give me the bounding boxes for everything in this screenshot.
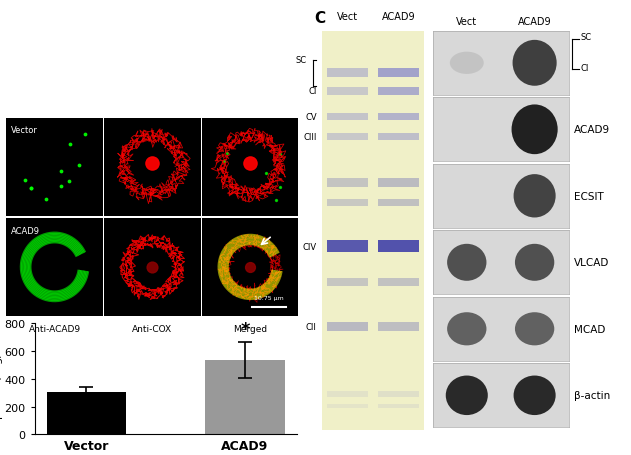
- Ellipse shape: [514, 376, 556, 415]
- Text: C: C: [314, 11, 326, 26]
- Text: CI: CI: [581, 64, 589, 72]
- Point: [80, 131, 90, 139]
- Point: [245, 160, 255, 167]
- Text: Anti-ACAD9: Anti-ACAD9: [28, 324, 81, 333]
- Text: B: B: [35, 301, 46, 316]
- Point: [27, 185, 37, 192]
- Bar: [47, 392, 126, 435]
- Point: [245, 264, 255, 271]
- Bar: [378, 179, 419, 187]
- Bar: [327, 278, 368, 287]
- Point: [64, 178, 74, 185]
- Point: [222, 150, 232, 157]
- Bar: [378, 199, 419, 207]
- Text: CII: CII: [306, 322, 317, 331]
- Point: [65, 141, 75, 148]
- Text: VLCAD: VLCAD: [574, 258, 610, 268]
- Point: [218, 157, 228, 165]
- Bar: [327, 322, 368, 331]
- Text: Anti-COX: Anti-COX: [133, 324, 172, 333]
- Ellipse shape: [512, 105, 558, 155]
- Y-axis label: pmoles/mg/hr: pmoles/mg/hr: [0, 340, 2, 418]
- Point: [148, 264, 158, 271]
- Point: [275, 151, 285, 158]
- Text: ACAD9: ACAD9: [574, 125, 610, 135]
- Point: [41, 197, 51, 204]
- Text: Vector: Vector: [11, 126, 38, 135]
- Text: CIII: CIII: [304, 133, 317, 142]
- Bar: [378, 134, 419, 141]
- Bar: [327, 404, 368, 409]
- Ellipse shape: [450, 52, 484, 75]
- Text: ACAD9: ACAD9: [382, 12, 415, 22]
- Bar: [378, 241, 419, 253]
- Bar: [378, 114, 419, 121]
- Point: [27, 185, 37, 192]
- Text: CV: CV: [305, 113, 317, 122]
- Text: SC: SC: [581, 33, 592, 42]
- Text: Vect: Vect: [337, 12, 358, 22]
- Point: [148, 160, 158, 167]
- Bar: [327, 391, 368, 397]
- Point: [271, 197, 281, 204]
- Ellipse shape: [515, 313, 554, 346]
- Text: ECSIT: ECSIT: [574, 192, 604, 202]
- Point: [56, 183, 66, 191]
- Bar: [327, 241, 368, 253]
- Ellipse shape: [447, 244, 487, 281]
- Bar: [378, 391, 419, 397]
- Bar: [378, 322, 419, 331]
- Text: *: *: [240, 320, 250, 338]
- Ellipse shape: [445, 376, 488, 415]
- Ellipse shape: [512, 41, 557, 86]
- Text: CIV: CIV: [303, 243, 317, 251]
- Text: β-actin: β-actin: [574, 390, 610, 400]
- Bar: [378, 404, 419, 409]
- Bar: [378, 69, 419, 78]
- Bar: [205, 360, 285, 435]
- Bar: [327, 199, 368, 207]
- Text: ACAD9: ACAD9: [11, 226, 40, 235]
- Point: [20, 177, 30, 184]
- Text: Merged: Merged: [233, 324, 268, 333]
- Point: [261, 170, 271, 177]
- Point: [56, 168, 66, 176]
- Bar: [327, 134, 368, 141]
- Bar: [327, 87, 368, 96]
- Text: 10.75 μm: 10.75 μm: [254, 296, 284, 301]
- Text: ACAD9: ACAD9: [518, 17, 551, 27]
- Ellipse shape: [515, 244, 554, 281]
- Bar: [327, 179, 368, 187]
- Point: [275, 184, 285, 191]
- Bar: [327, 69, 368, 78]
- Ellipse shape: [447, 313, 487, 346]
- Text: MCAD: MCAD: [574, 324, 605, 334]
- Point: [74, 162, 85, 169]
- Bar: [378, 87, 419, 96]
- Text: CI: CI: [309, 87, 317, 96]
- Ellipse shape: [514, 175, 556, 218]
- Text: SC: SC: [295, 56, 307, 65]
- Bar: [378, 278, 419, 287]
- Text: Vect: Vect: [456, 17, 477, 27]
- Bar: [327, 114, 368, 121]
